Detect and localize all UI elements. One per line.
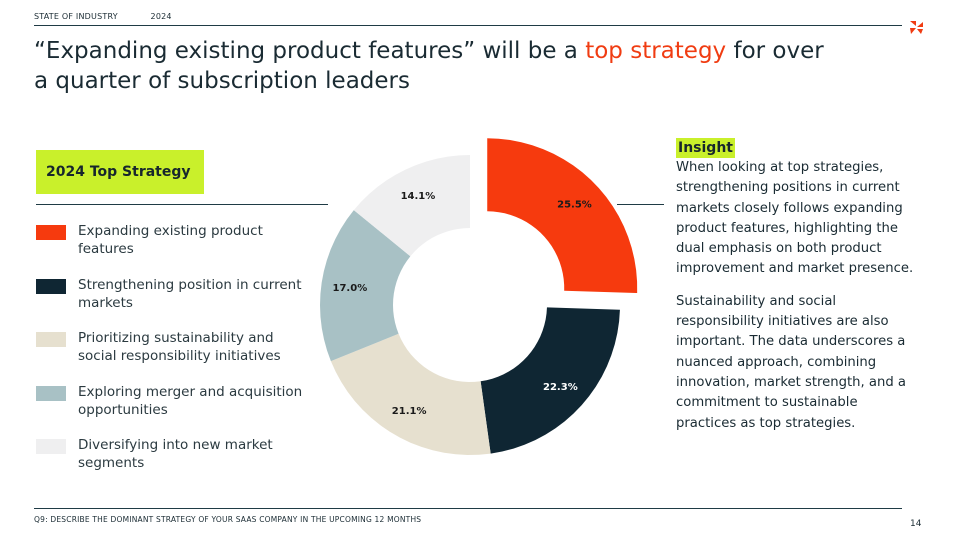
legend-divider [36,204,328,205]
donut-slice [330,333,491,455]
header-bar: STATE OF INDUSTRY 2024 [34,12,202,21]
legend-label: Expanding existing product features [78,223,263,257]
legend-item: Expanding existing product features [36,222,326,276]
donut-slice [487,138,638,294]
legend-label: Exploring merger and acquisition opportu… [78,383,303,418]
legend-swatch [36,225,66,240]
legend-swatch [36,385,66,401]
header-year: 2024 [150,12,172,21]
legend-item: Diversifying into new market segments [36,436,326,490]
slice-data-label: 14.1% [401,191,436,202]
legend-swatch [36,332,66,347]
title-accent: top strategy [585,38,727,64]
chart-legend: Expanding existing product features Stre… [36,222,326,490]
title-part-1: “Expanding existing product features” wi… [34,38,586,64]
legend-heading: 2024 Top Strategy [36,150,204,194]
brand-logo-icon [910,21,923,34]
title-part-2: for over a quarter of subscription leade… [34,38,824,94]
legend-item: Exploring merger and acquisition opportu… [36,383,326,437]
insight-pointer-line [617,204,664,205]
donut-slice [320,210,411,362]
page-number: 14 [910,519,922,529]
header-section: STATE OF INDUSTRY [34,12,118,21]
page-title: “Expanding existing product features” wi… [34,36,834,96]
legend-label: Prioritizing sustainability and social r… [78,330,281,364]
legend-label: Strengthening position in current market… [78,276,302,311]
insight-paragraph-1: When looking at top strategies, strength… [676,160,914,277]
donut-slice [353,155,470,257]
legend-label: Diversifying into new market segments [78,437,273,471]
header-divider [34,25,902,26]
slice-data-label: 22.3% [543,382,578,393]
donut-slice [480,307,620,454]
insight-paragraph-2: Sustainability and social responsibility… [676,293,906,431]
slice-data-label: 25.5% [557,200,592,211]
legend-swatch [36,278,66,294]
donut-chart: 25.5% 22.3% 21.1% 17.0% 14.1% [320,138,638,455]
survey-question-footnote: Q9: DESCRIBE THE DOMINANT STRATEGY OF YO… [34,515,422,524]
footer-divider [34,508,902,509]
legend-item: Strengthening position in current market… [36,276,326,330]
slice-data-label: 17.0% [333,283,368,294]
slice-data-label: 21.1% [392,406,427,417]
insight-panel: Insight When looking at top strategies, … [676,137,916,434]
legend-item: Prioritizing sustainability and social r… [36,329,326,383]
legend-swatch [36,439,66,454]
insight-title: Insight [676,138,735,158]
